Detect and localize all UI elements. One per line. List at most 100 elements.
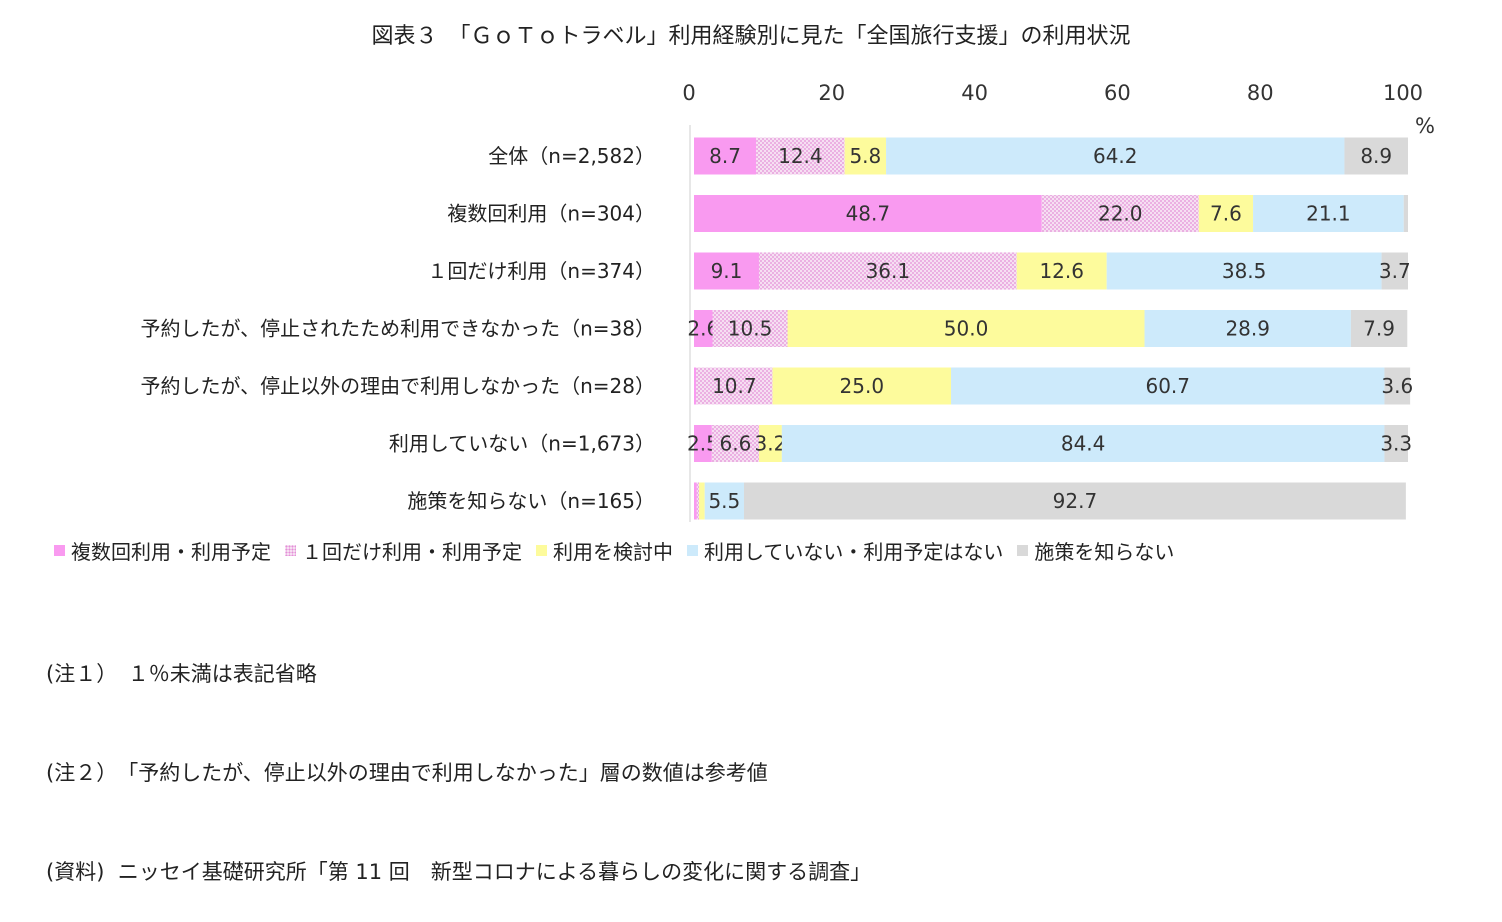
bar-segment: [772, 367, 952, 405]
legend-label: 利用していない・利用予定はない: [704, 539, 1004, 564]
bar-segment: [758, 425, 782, 462]
legend-swatch: [536, 544, 547, 556]
bar-segment: [1384, 425, 1408, 462]
legend-swatch: [54, 544, 65, 556]
legend-item: １回だけ利用・利用予定: [285, 536, 522, 565]
data-label: 50.0: [944, 317, 989, 341]
category-label: 複数回利用（n=304）: [447, 202, 655, 226]
data-label: 92.7: [1053, 489, 1098, 513]
legend-swatch: [687, 544, 698, 556]
legend-label: 施策を知らない: [1034, 539, 1175, 564]
bar-segment: [694, 482, 697, 520]
notes: (注１） １％未満は表記省略 (注２） 「予約したが、停止以外の理由で利用しなか…: [46, 592, 871, 922]
data-label: 3.3: [1380, 432, 1412, 456]
data-label: 3.6: [1381, 374, 1413, 398]
category-label: 予約したが、停止されたため利用できなかった（n=38）: [141, 317, 655, 341]
bar-segment: [1381, 252, 1408, 290]
bar-segment: [696, 367, 773, 405]
data-label: 22.0: [1098, 202, 1143, 226]
legend-item: 利用していない・利用予定はない: [687, 536, 1003, 565]
y-axis: 全体（n=2,582） 複数回利用（n=304） １回だけ利用（n=374） 予約した…: [141, 125, 691, 522]
data-label: 9.1: [711, 259, 743, 283]
bar-segment: [694, 425, 712, 462]
bar-segment: [1198, 195, 1254, 232]
bar-segment: [1016, 252, 1107, 290]
bar-segment: [844, 137, 887, 175]
legend-item: 利用を検討中: [536, 536, 673, 565]
x-tick-label: 0: [682, 81, 695, 105]
data-label: 64.2: [1093, 144, 1138, 168]
bar-segment: [1384, 367, 1411, 405]
category-label: １回だけ利用（n=374）: [427, 259, 655, 283]
chart-legend: 複数回利用・利用予定 １回だけ利用・利用予定 利用を検討中 利用していない・利用予定は…: [54, 536, 1188, 564]
data-label: 36.1: [866, 259, 911, 283]
bar-segment: [694, 137, 757, 175]
bar-segment: [781, 425, 1385, 462]
bars: 8.7 12.4 5.8 64.2 8.9 48.7 22.0 7.6 21.1 9.1 36.1 1…: [687, 137, 1413, 520]
data-label: 6.6: [720, 432, 752, 456]
legend-item: 施策を知らない: [1017, 536, 1174, 565]
stacked-bar-chart: 0 20 40 60 80 100% 全体（n=2,582） 複数回利用（n=304） １回だ…: [141, 81, 1435, 522]
category-label: 施策を知らない（n=165）: [407, 489, 655, 513]
data-label: 5.5: [708, 489, 740, 513]
bar-segment: [1344, 137, 1408, 175]
bar-segment: [696, 482, 699, 520]
bar-segment: [694, 252, 759, 290]
x-tick-label: 20: [818, 81, 845, 105]
note-2: (注２） 「予約したが、停止以外の理由で利用しなかった」層の数値は参考値: [46, 761, 768, 785]
bar-segment: [787, 310, 1145, 347]
data-label: 21.1: [1306, 202, 1351, 226]
legend-item: 複数回利用・利用予定: [54, 536, 271, 565]
legend-swatch: [1017, 544, 1029, 556]
bar-segment: [694, 310, 713, 347]
bar-segment: [704, 482, 744, 520]
data-label: 3.7: [1379, 259, 1411, 283]
legend-label: １回だけ利用・利用予定: [302, 539, 522, 564]
data-label: 8.7: [709, 144, 741, 168]
note-1: (注１） １％未満は表記省略: [46, 662, 317, 686]
category-label: 全体（n=2,582）: [488, 144, 655, 168]
bar-segment: [743, 482, 1406, 520]
bar-segment: [1106, 252, 1382, 290]
bar-segment: [694, 195, 1042, 232]
x-tick-label: 40: [961, 81, 988, 105]
data-label: 5.8: [849, 144, 881, 168]
bar-segment: [758, 252, 1017, 290]
x-axis-unit: %: [1415, 114, 1435, 138]
data-label: 3.2: [754, 432, 786, 456]
bar-segment: [886, 137, 1345, 175]
data-label: 10.7: [712, 374, 757, 398]
legend-swatch: [285, 544, 296, 556]
bar-segment: [951, 367, 1385, 405]
data-label: 60.7: [1145, 374, 1190, 398]
x-tick-label: 100: [1383, 81, 1423, 105]
bar-segment: [698, 482, 705, 520]
source-note: (資料) ニッセイ基礎研究所「第 11 回 新型コロナによる暮らしの変化に関する…: [46, 860, 872, 884]
bar-segment: [1144, 310, 1351, 347]
x-tick-label: 80: [1247, 81, 1274, 105]
bar-segment: [756, 137, 845, 175]
data-label: 8.9: [1360, 144, 1392, 168]
bar-segment: [711, 425, 759, 462]
bar-segment: [712, 310, 788, 347]
data-label: 38.5: [1222, 259, 1267, 283]
bar-segment: [1253, 195, 1404, 232]
data-label: 7.9: [1363, 317, 1395, 341]
data-label: 28.9: [1225, 317, 1270, 341]
bar-segment: [694, 367, 697, 405]
legend-label: 複数回利用・利用予定: [71, 539, 271, 564]
data-label: 12.6: [1039, 259, 1084, 283]
category-label: 利用していない（n=1,673）: [389, 432, 655, 456]
x-tick-label: 60: [1104, 81, 1131, 105]
x-axis: 0 20 40 60 80 100%: [682, 81, 1435, 138]
category-label: 予約したが、停止以外の理由で利用しなかった（n=28）: [141, 374, 655, 398]
data-label: 48.7: [846, 202, 891, 226]
data-label: 25.0: [840, 374, 885, 398]
bar-segment: [1403, 195, 1408, 232]
data-label: 84.4: [1061, 432, 1106, 456]
chart-title: 図表３ 「ＧｏＴｏトラベル」利用経験別に見た「全国旅行支援」の利用状況: [371, 24, 1131, 49]
bar-segment: [1350, 310, 1408, 347]
legend-label: 利用を検討中: [553, 539, 673, 564]
bar-segment: [1041, 195, 1199, 232]
data-label: 10.5: [728, 317, 773, 341]
